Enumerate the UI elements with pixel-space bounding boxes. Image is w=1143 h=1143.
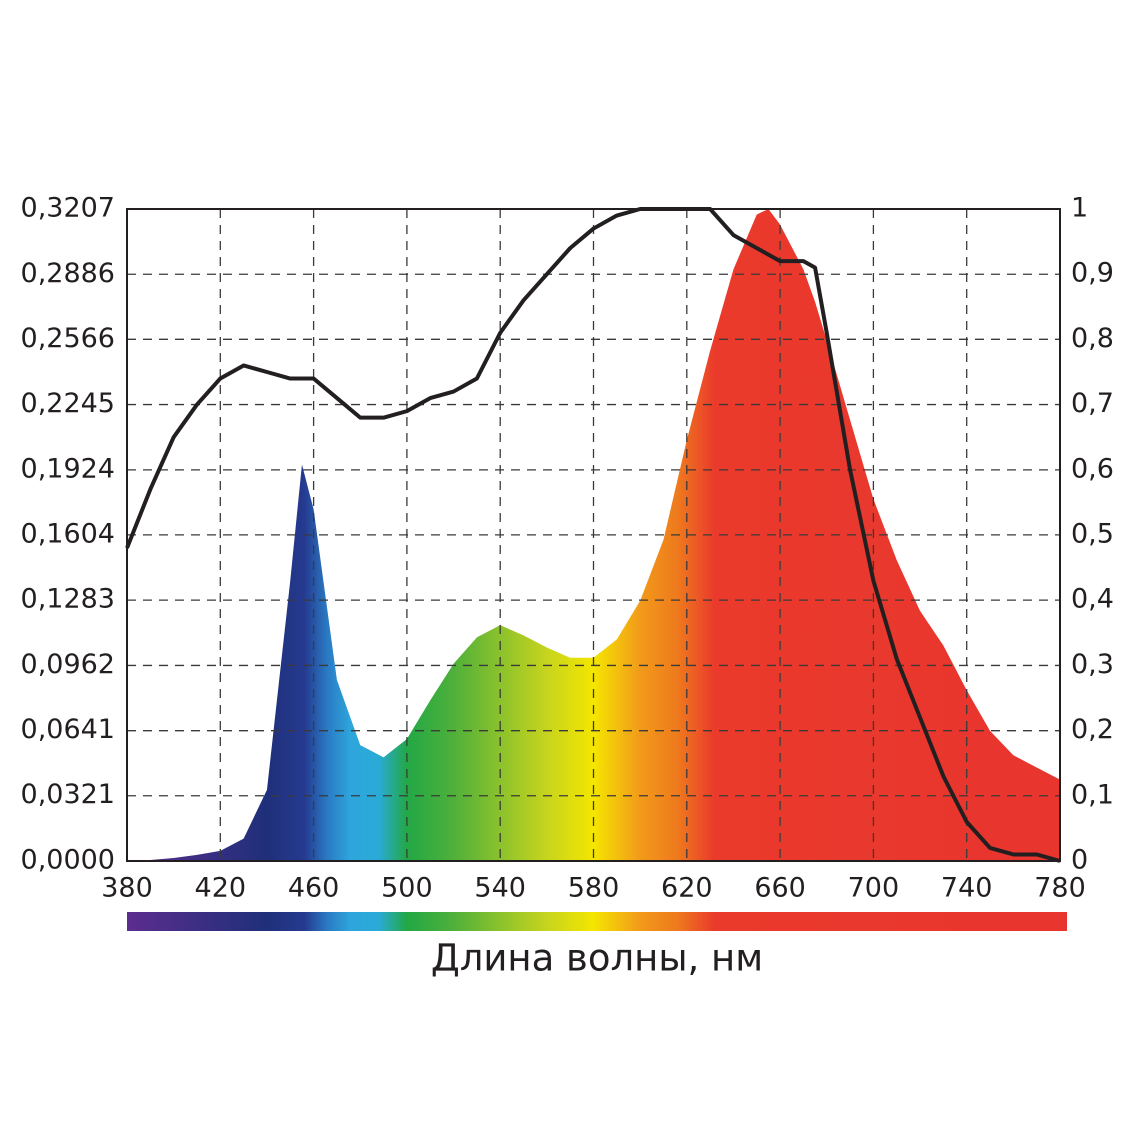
- x-axis-title: Длина волны, нм: [431, 937, 763, 980]
- y2-tick-label: 0: [1071, 845, 1088, 876]
- x-tick-label: 700: [848, 873, 900, 904]
- y2-tick-label: 0,6: [1071, 453, 1114, 484]
- y-tick-label: 0,3207: [21, 193, 115, 224]
- y-tick-label: 0,0000: [21, 845, 115, 876]
- y2-tick-label: 0,1: [1071, 779, 1114, 810]
- y2-tick-label: 0,9: [1071, 258, 1114, 289]
- spectrum-area: [127, 209, 1060, 861]
- x-tick-label: 660: [754, 873, 806, 904]
- plot-frame: [126, 208, 1061, 862]
- spectrum-bar: [127, 912, 1067, 931]
- y-tick-label: 0,0321: [21, 779, 115, 810]
- y-tick-label: 0,0962: [21, 649, 115, 680]
- x-tick-label: 580: [568, 873, 620, 904]
- y-tick-label: 0,1924: [21, 453, 115, 484]
- y-tick-label: 0,2566: [21, 323, 115, 354]
- y-tick-label: 0,1604: [21, 518, 115, 549]
- x-tick-label: 500: [381, 873, 433, 904]
- x-tick-label: 540: [474, 873, 526, 904]
- y-tick-label: 0,2245: [21, 388, 115, 419]
- x-tick-label: 780: [1034, 873, 1086, 904]
- x-tick-label: 460: [288, 873, 340, 904]
- y2-tick-label: 0,3: [1071, 649, 1114, 680]
- x-tick-label: 740: [941, 873, 993, 904]
- y2-tick-label: 0,7: [1071, 388, 1114, 419]
- y2-tick-label: 0,4: [1071, 584, 1114, 615]
- x-tick-label: 380: [101, 873, 153, 904]
- y2-tick-label: 0,2: [1071, 714, 1114, 745]
- y2-tick-label: 1: [1071, 193, 1088, 224]
- y-tick-label: 0,2886: [21, 258, 115, 289]
- y2-tick-label: 0,8: [1071, 323, 1114, 354]
- y2-tick-label: 0,5: [1071, 519, 1114, 550]
- x-tick-label: 620: [661, 873, 713, 904]
- response-line: [125, 207, 1061, 863]
- y-tick-label: 0,0641: [21, 714, 115, 745]
- x-tick-label: 420: [195, 873, 247, 904]
- y-tick-label: 0,1283: [21, 584, 115, 615]
